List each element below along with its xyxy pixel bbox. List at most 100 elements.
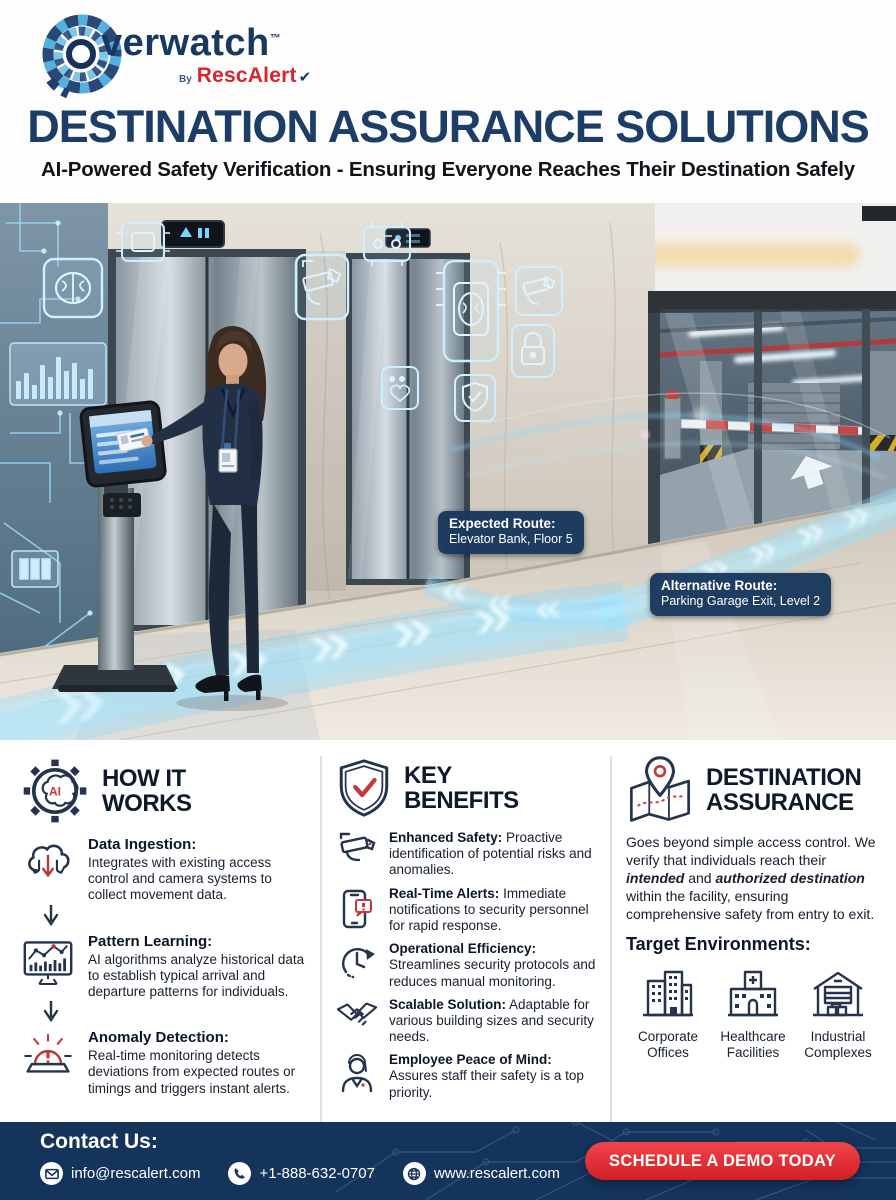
step-title: Anomaly Detection: [88, 1029, 229, 1047]
map-pin-icon [630, 756, 690, 822]
benefit-scalable-solution: Scalable Solution: Adaptable for various… [336, 997, 598, 1046]
benefit-title: Scalable Solution: [389, 996, 507, 1012]
step-body: Real-time monitoring detects deviations … [88, 1048, 296, 1096]
website-text: www.rescalert.com [433, 1165, 560, 1182]
shield-check-icon [339, 759, 389, 817]
elevator-indicator [161, 220, 225, 248]
hospital-icon [728, 970, 778, 1016]
trademark: ™ [269, 32, 282, 45]
id-card [116, 427, 151, 453]
benefit-real-time-alerts: Real-Time Alerts: Immediate notification… [336, 886, 598, 935]
logo: verwatch™ By RescAlert ✔ [36, 10, 311, 98]
page-subtitle: AI-Powered Safety Verification - Ensurin… [41, 158, 855, 181]
step-body: Integrates with existing access control … [88, 855, 272, 903]
woman-figure [141, 326, 288, 711]
phone-alert-icon [342, 889, 372, 928]
handshake-icon [336, 1002, 378, 1026]
holo-chip-icon [363, 222, 411, 266]
globe-icon [402, 1162, 426, 1185]
brand-name: verwatch™ [101, 22, 282, 64]
phone-icon [228, 1162, 252, 1185]
step-body: AI algorithms analyze historical data to… [88, 951, 305, 999]
alternative-route-callout: Alternative Route: Parking Garage Exit, … [650, 573, 832, 617]
benefit-body: Immediate notifications to security pers… [389, 885, 589, 933]
flow-arrow-icon [43, 999, 59, 1023]
key-benefits-heading: KEY BENEFITS [404, 761, 519, 814]
holo-chip2-icon [116, 222, 170, 262]
expected-route-title: Expected Route: [449, 516, 556, 531]
schedule-demo-button[interactable]: SCHEDULE A DEMO TODAY [585, 1142, 860, 1180]
emphasis-intended: intended [626, 869, 685, 886]
expected-route-text: Elevator Bank, Floor 5 [449, 532, 573, 547]
data-beams [451, 392, 891, 479]
destination-paragraph: Goes beyond simple access control. We ve… [626, 834, 876, 922]
env-label: Industrial Complexes [804, 1028, 872, 1060]
step-pattern-learning: Pattern Learning: AI algorithms analyze … [20, 933, 310, 1001]
env-label: Healthcare Facilities [720, 1028, 786, 1060]
id-badge [218, 443, 238, 473]
destination-assurance-column: DESTINATION ASSURANCE Goes beyond simple… [612, 756, 880, 1122]
step-anomaly-detection: Anomaly Detection: Real-time monitoring … [20, 1029, 310, 1097]
benefit-title: Enhanced Safety: [389, 830, 503, 845]
holo-health-icon [381, 366, 419, 410]
email-icon [40, 1162, 63, 1185]
svg-text:AI: AI [49, 785, 61, 799]
how-it-works-heading: HOW IT WORKS [102, 764, 192, 817]
env-label: Corporate Offices [637, 1028, 699, 1060]
holo-bar-chart [9, 342, 107, 406]
expected-route-callout: Expected Route: Elevator Bank, Floor 5 [438, 511, 584, 555]
kiosk [52, 400, 178, 692]
alternative-route-text: Parking Garage Exit, Level 2 [661, 594, 821, 609]
benefit-enhanced-safety: Enhanced Safety: Proactive identificatio… [336, 830, 598, 879]
alarm-icon [24, 1033, 72, 1073]
target-environments-heading: Target Environments: [626, 933, 811, 954]
step-title: Data Ingestion: [88, 836, 197, 853]
pattern-chart-icon [23, 940, 73, 985]
route-path [0, 487, 896, 740]
env-healthcare-facilities: Healthcare Facilities [711, 967, 795, 1061]
destination-assurance-heading: DESTINATION ASSURANCE [706, 763, 862, 816]
cloud-download-icon [28, 844, 70, 878]
holo-camera2-icon [294, 253, 350, 321]
lobby-scene [0, 203, 896, 740]
info-columns: AI HOW IT WORKS Data Ingestion: [0, 740, 896, 1122]
benefit-body: Proactive identification of potential ri… [389, 830, 592, 878]
step-data-ingestion: Data Ingestion: Integrates with existing… [20, 836, 310, 904]
holo-lock-icon [511, 324, 555, 378]
flow-arrow-icon [43, 903, 59, 926]
benefit-peace-of-mind: Employee Peace of Mind: Assures staff th… [336, 1052, 598, 1101]
email-text: info@rescalert.com [71, 1165, 201, 1182]
step-title: Pattern Learning: [88, 932, 213, 950]
hero-illustration: Expected Route: Elevator Bank, Floor 5 A… [0, 203, 896, 740]
env-industrial-complexes: Industrial Complexes [796, 967, 880, 1061]
emphasis-authorized: authorized destination [715, 869, 865, 886]
garage-floor-arrow [790, 455, 833, 489]
benefit-body: Adaptable for various building sizes and… [389, 996, 594, 1045]
holo-building-icon [11, 550, 59, 588]
benefit-body: Assures staff their safety is a top prio… [389, 1068, 584, 1100]
gear-ai-icon: AI [23, 759, 87, 823]
alternative-route-title: Alternative Route: [661, 578, 778, 593]
holo-camera-icon [515, 266, 563, 316]
warehouse-icon [813, 971, 863, 1016]
benefit-body: Streamlines security protocols and reduc… [389, 957, 596, 989]
holo-shield-icon [454, 374, 496, 422]
holo-brain-icon [42, 257, 104, 319]
env-corporate-offices: Corporate Offices [626, 967, 710, 1061]
contact-website[interactable]: www.rescalert.com [402, 1162, 560, 1185]
by-label: By [179, 74, 192, 85]
holo-icons [116, 222, 563, 422]
contact-email[interactable]: info@rescalert.com [40, 1162, 200, 1185]
cctv-icon [339, 832, 376, 862]
benefit-title: Employee Peace of Mind: [389, 1052, 552, 1068]
employee-icon [341, 1054, 373, 1093]
office-building-icon [643, 970, 693, 1016]
phone-text: +1-888-632-0707 [259, 1165, 375, 1182]
overwatch-swirl-icon [42, 14, 122, 98]
key-benefits-column: KEY BENEFITS Enhanced Safety: Proactive … [320, 756, 612, 1122]
contact-us-heading: Contact Us: [40, 1130, 158, 1153]
benefit-operational-efficiency: Operational Efficiency: Streamlines secu… [336, 941, 598, 990]
footer: Contact Us: info@rescalert.com +1-888-63… [0, 1122, 896, 1200]
benefit-title: Real-Time Alerts: [389, 885, 500, 901]
contact-phone[interactable]: +1-888-632-0707 [228, 1162, 375, 1185]
